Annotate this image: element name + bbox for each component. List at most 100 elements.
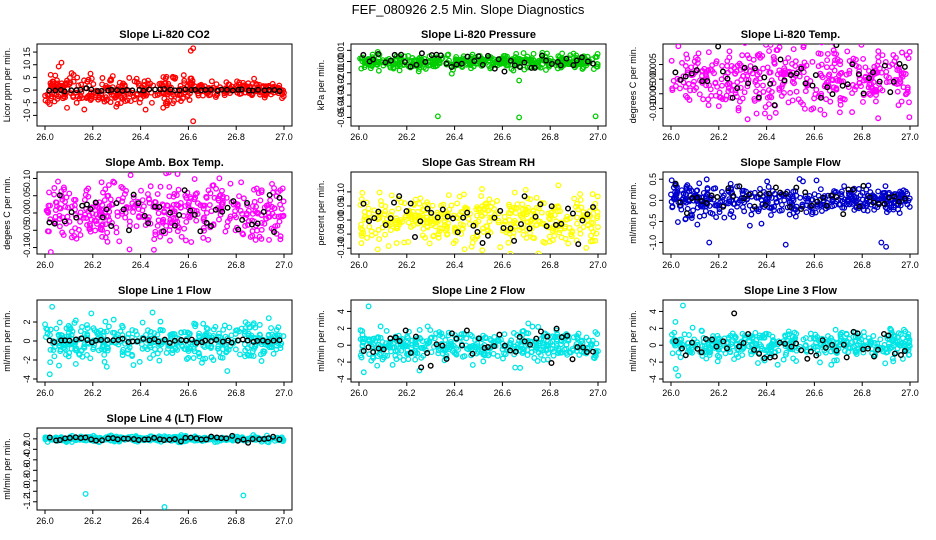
reference-point	[516, 333, 523, 340]
data-point	[774, 71, 781, 78]
data-point	[868, 85, 875, 91]
reference-point	[564, 332, 571, 339]
reference-point	[264, 338, 271, 345]
reference-point	[819, 337, 826, 344]
data-point	[101, 351, 108, 358]
data-point	[248, 332, 255, 339]
reference-point	[579, 217, 586, 224]
x-tick-label: 26.0	[662, 260, 680, 270]
data-point	[226, 324, 233, 331]
data-point	[164, 202, 171, 209]
data-point	[104, 193, 111, 199]
data-point	[56, 223, 63, 230]
y-tick-label: 0.5	[648, 173, 658, 186]
data-point	[228, 332, 235, 339]
data-point	[558, 234, 565, 241]
data-point	[277, 236, 284, 243]
reference-point	[678, 345, 685, 352]
data-point	[513, 50, 520, 57]
data-point	[196, 330, 203, 337]
data-point	[268, 344, 275, 351]
data-point	[448, 70, 455, 77]
y-tick-label: -1.0	[648, 235, 658, 251]
data-point	[689, 324, 696, 331]
data-point	[381, 211, 388, 218]
reference-point	[537, 201, 544, 208]
points-layer	[42, 45, 287, 125]
reference-point	[83, 201, 90, 208]
data-point	[75, 226, 82, 233]
reference-point	[471, 58, 478, 65]
x-tick-label: 26.6	[180, 260, 198, 270]
data-point	[164, 98, 170, 105]
data-point	[815, 50, 822, 57]
reference-point	[824, 84, 831, 91]
plot-frame	[662, 43, 919, 127]
data-point	[147, 183, 154, 190]
reference-point	[56, 436, 63, 443]
data-point	[739, 352, 746, 359]
reference-point	[219, 338, 226, 345]
data-point	[99, 221, 106, 228]
data-point	[364, 234, 370, 241]
data-point	[66, 190, 73, 197]
data-point	[167, 237, 173, 244]
data-point	[742, 44, 748, 46]
data-point	[483, 223, 490, 230]
reference-point	[171, 337, 178, 344]
data-point	[862, 337, 869, 344]
data-point	[357, 352, 364, 359]
data-point	[241, 341, 248, 348]
reference-point	[151, 336, 158, 343]
data-point	[374, 246, 381, 253]
data-point	[175, 186, 182, 193]
data-point	[242, 82, 249, 89]
data-point	[764, 178, 771, 185]
data-point	[542, 67, 549, 73]
data-point	[242, 347, 249, 354]
data-point	[370, 355, 377, 361]
data-point	[870, 79, 877, 86]
data-point	[726, 196, 733, 203]
data-point	[417, 344, 424, 351]
reference-point	[548, 203, 555, 210]
reference-point	[527, 341, 534, 348]
y-tick-label: -4	[22, 375, 32, 383]
reference-point	[481, 344, 488, 351]
data-point	[435, 211, 442, 218]
data-point	[853, 204, 860, 211]
data-point	[696, 180, 703, 187]
reference-point	[78, 335, 85, 342]
reference-point	[807, 348, 814, 355]
data-point	[557, 349, 564, 356]
data-point	[171, 75, 178, 82]
data-point	[800, 101, 806, 108]
outlier-point	[746, 222, 753, 229]
x-tick-label: 26.2	[398, 388, 416, 398]
data-point	[188, 195, 195, 202]
reference-point	[808, 202, 815, 209]
data-point	[732, 90, 739, 97]
data-point	[767, 69, 774, 76]
data-point	[713, 58, 720, 65]
data-point	[376, 236, 383, 243]
data-point	[114, 213, 121, 220]
data-point	[142, 106, 149, 113]
reference-point	[854, 330, 861, 337]
data-point	[898, 98, 905, 105]
data-point	[822, 205, 829, 212]
y-tick-label: -0.05	[336, 224, 346, 245]
reference-point	[672, 69, 679, 76]
data-point	[713, 214, 720, 221]
data-point	[123, 187, 129, 194]
data-point	[872, 98, 879, 105]
data-point	[713, 28, 718, 33]
reference-point	[558, 220, 565, 227]
data-point	[770, 53, 777, 60]
data-point	[144, 191, 151, 198]
data-point	[70, 78, 77, 85]
data-point	[189, 81, 195, 88]
data-point	[200, 205, 207, 212]
reference-point	[56, 192, 63, 199]
